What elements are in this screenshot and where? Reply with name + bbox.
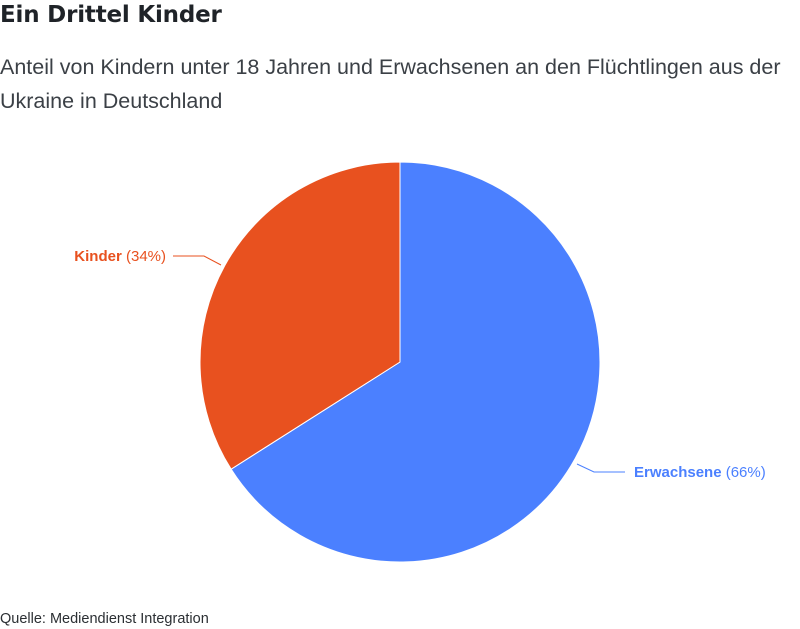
leader-line-kinder (173, 255, 222, 266)
slice-value-kinder: (34%) (126, 248, 166, 265)
chart-title: Ein Drittel Kinder (0, 2, 222, 28)
leader-line-erwachsene (576, 463, 625, 473)
pie-labels: Erwachsene (66%) Kinder (34%) (74, 248, 765, 481)
slice-label-kinder: Kinder (34%) (74, 248, 166, 265)
source-note: Quelle: Mediendienst Integration (0, 611, 209, 627)
pie-slices (199, 161, 601, 563)
pie-slice-erwachsene (230, 161, 601, 563)
slice-name-erwachsene: Erwachsene (634, 464, 726, 481)
pie-slice-kinder (199, 161, 401, 470)
slice-label-erwachsene: Erwachsene (66%) (634, 464, 766, 481)
slice-name-kinder: Kinder (74, 248, 126, 265)
chart-subtitle: Anteil von Kindern unter 18 Jahren und E… (0, 55, 781, 113)
slice-value-erwachsene: (66%) (726, 464, 766, 481)
